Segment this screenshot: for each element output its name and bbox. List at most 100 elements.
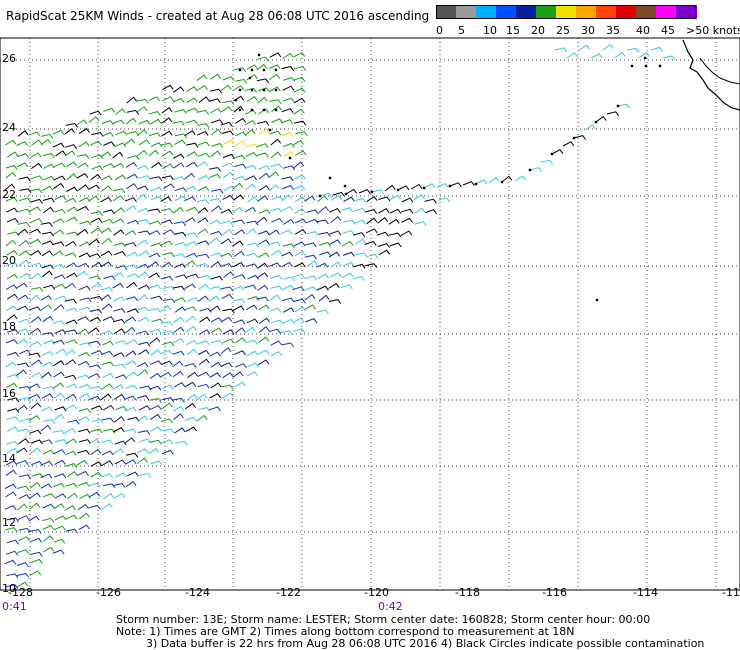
wind-barb [222, 308, 235, 314]
wind-barb [91, 350, 104, 356]
wind-barb [162, 163, 174, 170]
wind-barb [247, 274, 259, 280]
wind-barb [65, 161, 78, 168]
axis-labels: -128 -126 -124 -122 -120 -118 -116 -114 -112 10 12… [2, 52, 740, 599]
wind-barb [271, 118, 283, 124]
wind-barb [53, 208, 66, 214]
wind-barb [258, 172, 270, 180]
wind-barb [186, 273, 199, 279]
wind-barb [149, 284, 162, 290]
wind-barb [220, 252, 233, 258]
wind-barb [197, 123, 210, 129]
wind-barb [211, 142, 224, 148]
wind-barb [102, 162, 115, 168]
wind-barb [197, 228, 209, 235]
wind-barb [198, 358, 210, 365]
wind-barb [90, 428, 103, 434]
wind-barb [29, 429, 42, 435]
wind-barb [139, 405, 151, 411]
wind-barb [173, 382, 186, 388]
wind-barb [66, 272, 78, 279]
wind-barb [295, 150, 307, 156]
wind-barb [30, 272, 42, 280]
wind-barb [137, 430, 151, 435]
wind-barb [102, 340, 114, 346]
wind-barb [90, 173, 102, 181]
wind-barb [258, 325, 270, 333]
wind-barb [161, 402, 173, 410]
wind-barb [42, 206, 54, 214]
wind-barb [283, 276, 296, 282]
wind-barb [6, 440, 19, 446]
wind-barb [258, 165, 271, 171]
wind-barb [53, 503, 65, 510]
wind-barb [198, 275, 212, 280]
wind-barb [340, 284, 353, 290]
wind-barb [551, 149, 564, 155]
wind-barb [17, 328, 29, 334]
wind-barb [101, 185, 112, 192]
wind-barb [101, 439, 114, 445]
wind-barb [150, 349, 162, 356]
wind-barb [66, 231, 79, 237]
colorbar-label: 45 [661, 24, 675, 37]
wind-barb [293, 120, 307, 126]
wind-barb [115, 374, 128, 380]
wind-barb [53, 413, 65, 421]
wind-barb [256, 56, 269, 62]
wind-barb [245, 151, 258, 157]
wind-barb [172, 285, 186, 291]
wind-barb [329, 230, 342, 236]
contamination-dot [250, 108, 254, 112]
wind-barb [209, 237, 220, 244]
wind-barb [113, 415, 125, 423]
wind-barb [345, 188, 358, 195]
wind-barb [514, 175, 526, 182]
wind-barb [17, 549, 30, 555]
longitude-label: -122 [276, 586, 301, 599]
wind-barb [366, 217, 378, 225]
wind-barb [43, 419, 56, 424]
wind-barb [53, 392, 65, 399]
wind-barb [30, 262, 43, 268]
wind-barb [662, 55, 676, 61]
wind-barb [209, 219, 221, 225]
wind-barb [319, 251, 332, 257]
wind-barb [197, 349, 210, 355]
wind-barb [281, 342, 295, 348]
wind-barb [55, 439, 68, 444]
contamination-dot [572, 136, 576, 140]
wind-barb [52, 320, 65, 326]
wind-barb [208, 98, 221, 104]
wind-barb [148, 96, 161, 102]
wind-barb [554, 47, 568, 53]
wind-barb [127, 416, 140, 422]
wind-barb [138, 119, 151, 125]
wind-barb [66, 186, 78, 192]
wind-barb [65, 262, 78, 269]
wind-barb [282, 52, 294, 59]
wind-barb [43, 163, 55, 169]
wind-barb [139, 472, 152, 478]
wind-barb [172, 360, 184, 368]
baja-coastline-inner [699, 57, 740, 85]
wind-barb [30, 162, 43, 170]
wind-barb [124, 230, 137, 236]
wind-barb [88, 195, 100, 202]
wind-barb [88, 340, 101, 346]
wind-barb [209, 198, 222, 203]
wind-barb [294, 195, 306, 203]
wind-barb [113, 207, 125, 214]
wind-barb [126, 109, 139, 115]
wind-barb [64, 428, 76, 434]
wind-barb [138, 438, 152, 444]
contamination-dot [448, 184, 452, 188]
wind-barb [377, 243, 390, 248]
wind-barb [64, 144, 78, 149]
wind-barb [196, 161, 208, 168]
longitude-label: -112 [722, 586, 740, 599]
wind-barb [269, 307, 282, 313]
wind-barb [232, 261, 245, 268]
wind-barb [211, 205, 222, 212]
wind-barb [186, 151, 198, 157]
